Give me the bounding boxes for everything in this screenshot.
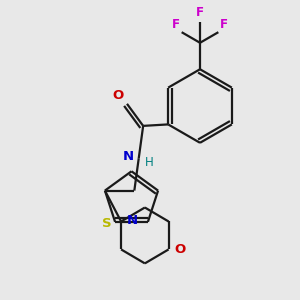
Text: O: O: [174, 243, 185, 256]
Text: S: S: [102, 217, 112, 230]
Text: F: F: [196, 6, 204, 19]
Text: F: F: [220, 18, 228, 31]
Text: N: N: [126, 214, 137, 226]
Text: O: O: [113, 89, 124, 102]
Text: N: N: [122, 150, 134, 163]
Text: F: F: [172, 18, 180, 31]
Text: H: H: [145, 156, 154, 169]
